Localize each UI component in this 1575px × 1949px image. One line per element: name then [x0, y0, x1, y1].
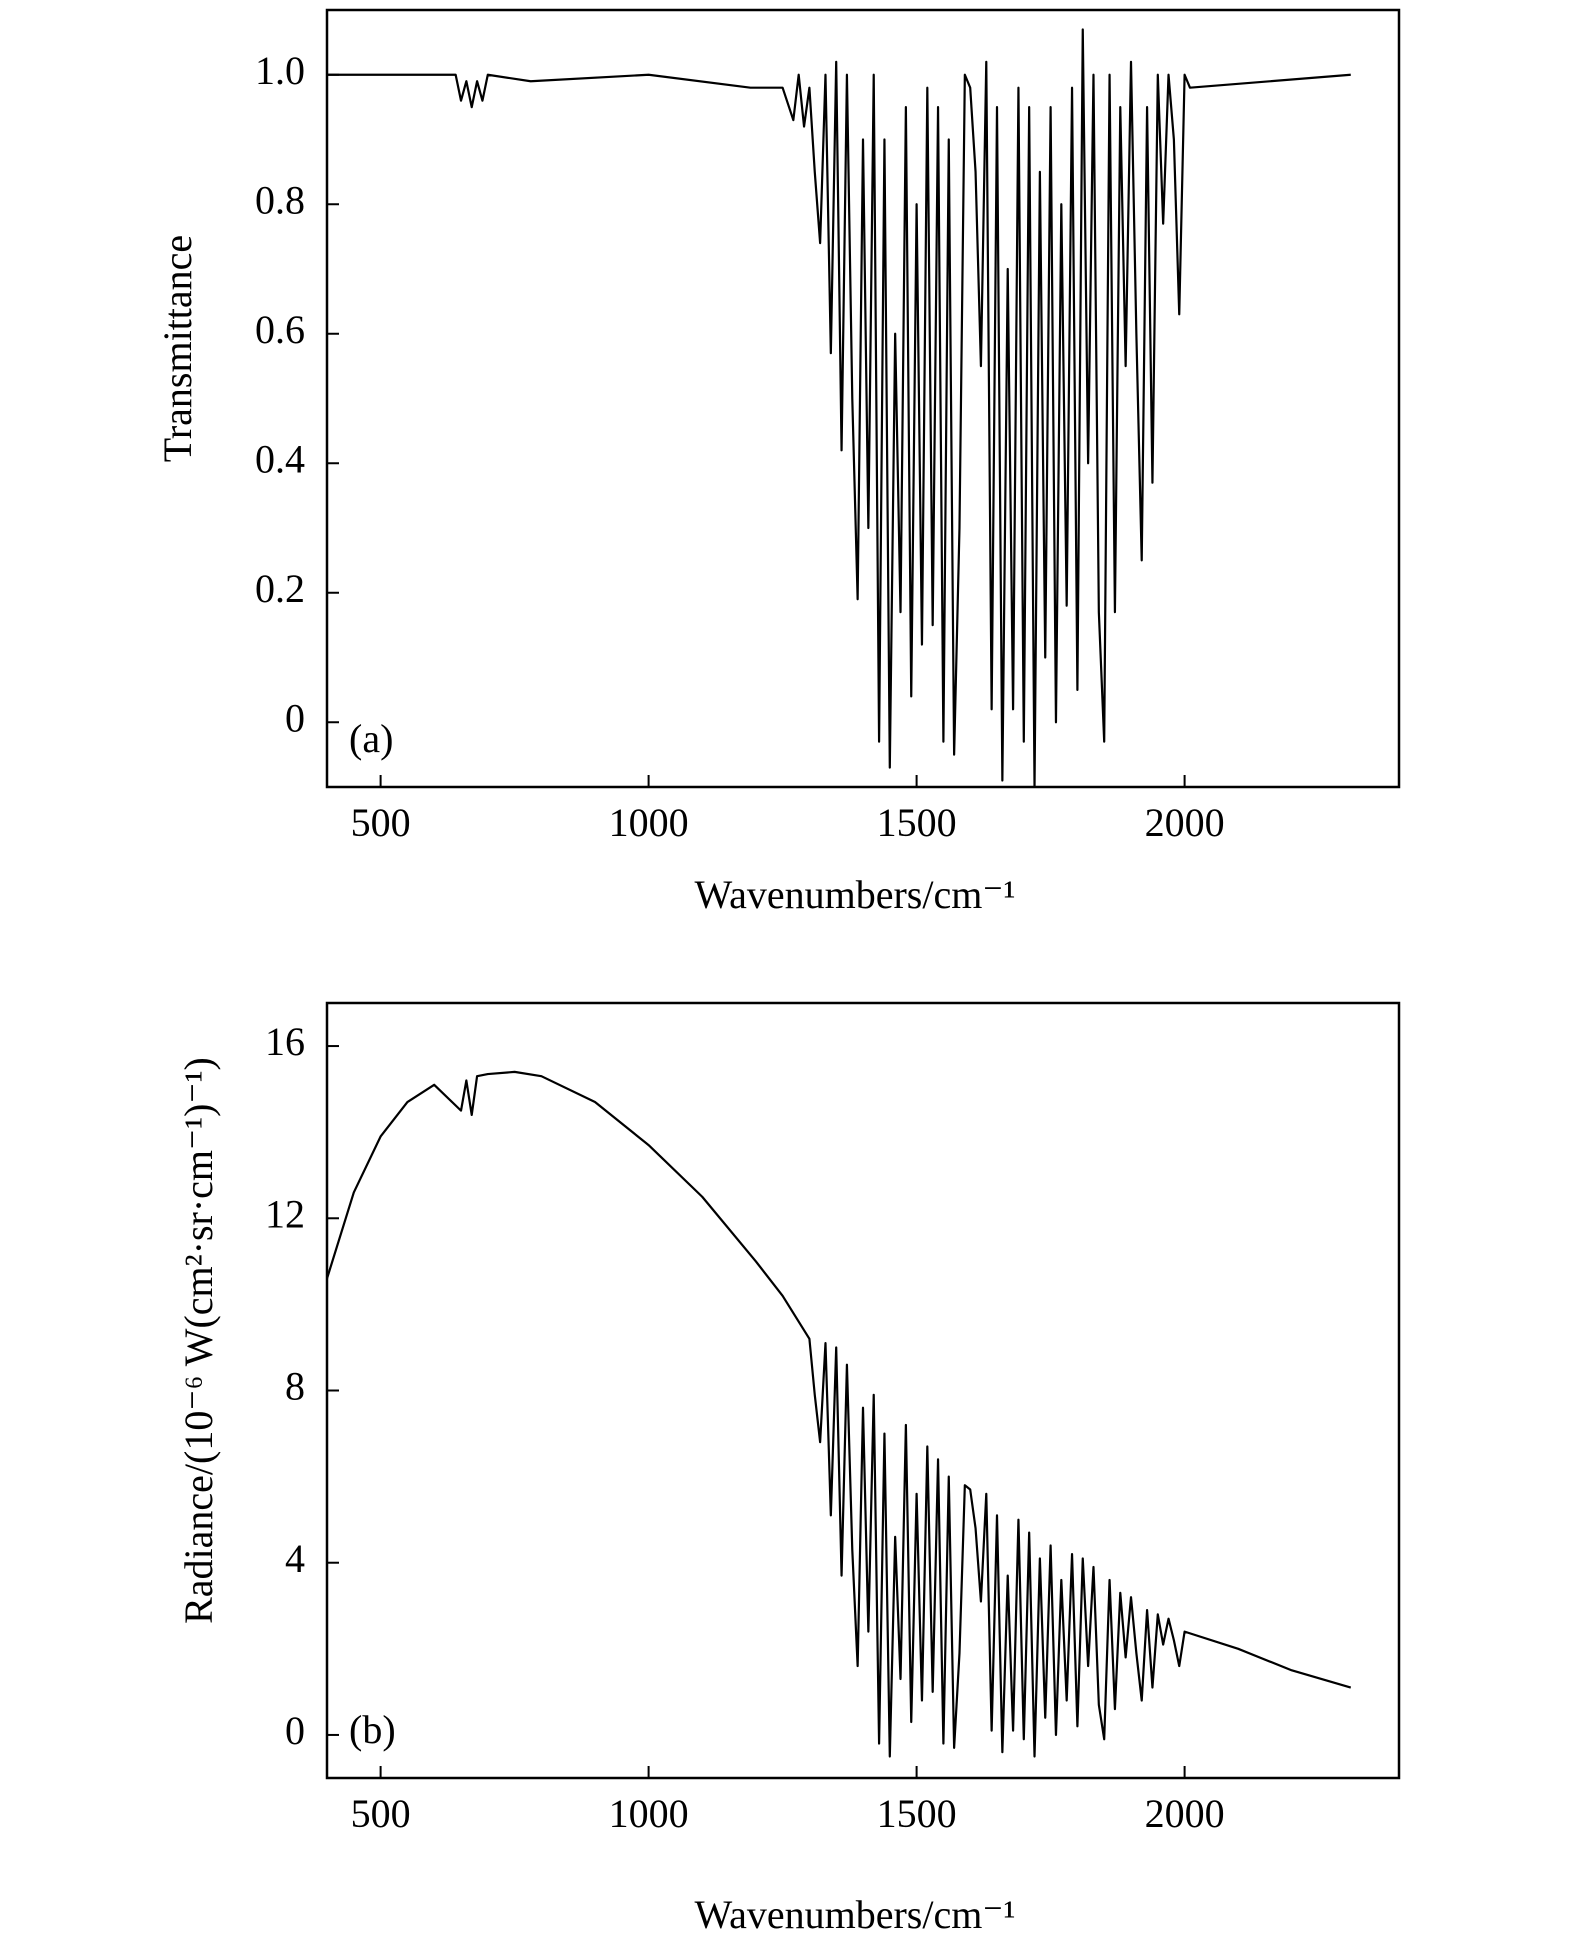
x-tick-label: 1500 — [877, 800, 957, 845]
x-tick-label: 1500 — [877, 1791, 957, 1836]
x-tick-label: 1000 — [609, 1791, 689, 1836]
spectrum-line — [327, 28, 1351, 787]
plot-frame — [325, 8, 1401, 789]
y-tick-label: 16 — [265, 1019, 305, 1064]
panel-label: (b) — [349, 1707, 396, 1752]
x-tick-label: 2000 — [1145, 800, 1225, 845]
y-tick-label: 0 — [285, 1708, 305, 1753]
x-axis-label: Wavenumbers/cm⁻¹ — [695, 1892, 1016, 1937]
x-tick-label: 1000 — [609, 800, 689, 845]
x-tick-label: 500 — [351, 800, 411, 845]
x-tick-label: 500 — [351, 1791, 411, 1836]
panel: 500 1000 1500 2000 0 0.2 0.4 0.6 0.8 1.0 (a) Wavenu… — [155, 8, 1401, 917]
panel-label: (a) — [349, 716, 393, 761]
y-axis-label: Radiance/(10⁻⁶ W(cm²·sr·cm⁻¹)⁻¹) — [176, 1057, 221, 1624]
y-tick-label: 0.4 — [255, 436, 305, 481]
y-tick-label: 8 — [285, 1364, 305, 1409]
y-tick-label: 0 — [285, 695, 305, 740]
x-axis-label: Wavenumbers/cm⁻¹ — [695, 872, 1016, 917]
plot-frame — [325, 1001, 1401, 1780]
panel: 500 1000 1500 2000 0 4 8 12 16 (b) Wavenumbers/cm⁻… — [176, 1001, 1401, 1937]
spectrum-line — [327, 1070, 1352, 1758]
x-tick-label: 2000 — [1145, 1791, 1225, 1836]
y-tick-label: 0.8 — [255, 177, 305, 222]
y-tick-label: 1.0 — [255, 48, 305, 93]
y-tick-label: 0.6 — [255, 307, 305, 352]
y-axis-label: Transmittance — [155, 235, 200, 462]
y-tick-label: 12 — [265, 1191, 305, 1236]
y-tick-label: 0.2 — [255, 566, 305, 611]
y-tick-label: 4 — [285, 1536, 305, 1581]
